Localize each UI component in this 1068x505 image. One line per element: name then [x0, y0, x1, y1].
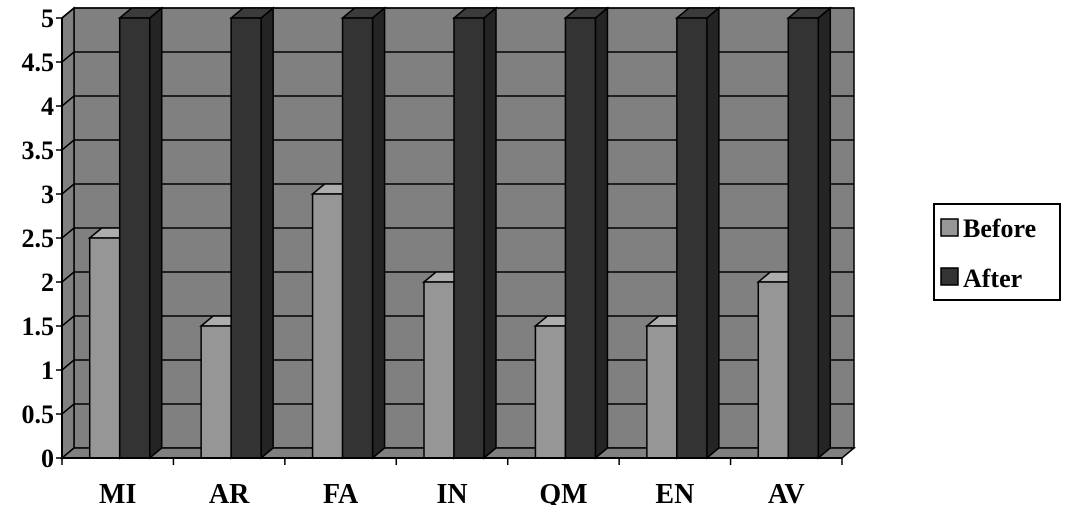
bar-after-en [676, 17, 708, 459]
gridline-side [61, 359, 75, 371]
bars [87, 6, 833, 460]
bar-after-ar-side [260, 6, 274, 460]
x-tick-label: IN [436, 479, 467, 505]
legend-label-before: Before [963, 214, 1036, 243]
gridline-side [61, 95, 75, 107]
gridline-side [61, 271, 75, 283]
bar-after-in [453, 17, 485, 459]
bar-before-en [646, 325, 678, 459]
y-tick-label: 0 [41, 444, 54, 473]
x-tick-label: FA [323, 479, 359, 505]
x-tick-label: QM [539, 479, 587, 505]
y-tick-label: 5 [41, 4, 54, 33]
x-tick-label: EN [655, 479, 694, 505]
x-tick-label: AV [768, 479, 805, 505]
y-tick-label: 3.5 [22, 136, 55, 165]
y-tick-label: 3 [41, 180, 54, 209]
gridline-side [61, 403, 75, 415]
legend: Before After [933, 203, 1061, 301]
gridline-side [61, 315, 75, 327]
legend-label-after: After [963, 264, 1022, 293]
y-tick-label: 4 [41, 92, 54, 121]
y-axis-tick-labels: 0 0.5 1 1.5 2 2.5 3 3.5 4 4.5 5 [22, 4, 55, 473]
y-tick-label: 1.5 [22, 312, 55, 341]
y-tick-label: 0.5 [22, 400, 55, 429]
legend-swatch-after [940, 267, 959, 286]
bar-after-in-side [483, 6, 497, 460]
y-tick-label: 4.5 [22, 48, 55, 77]
bar-after-av [787, 17, 820, 459]
bar-before-av [757, 281, 790, 459]
bar-after-en-side [706, 6, 720, 460]
bar-after-mi-side [148, 6, 163, 460]
gridline-side [61, 139, 75, 151]
x-tick-label: AR [209, 479, 250, 505]
bar-before-mi [88, 237, 121, 459]
gridline-side [61, 183, 75, 195]
bar-before-ar [200, 325, 232, 459]
bar-after-av-side [817, 6, 832, 460]
bar-after-qm [564, 17, 597, 459]
legend-swatch-before [940, 218, 959, 237]
x-tick-label: MI [99, 479, 136, 505]
y-tick-label: 2 [41, 268, 54, 297]
bar-after-fa-side [371, 6, 386, 460]
y-tick-label: 1 [41, 356, 54, 385]
bar-before-fa [311, 193, 344, 459]
gridline-side [61, 51, 75, 63]
axes [56, 17, 843, 465]
bar-after-mi [118, 17, 151, 459]
gridline-side [61, 7, 75, 19]
bar-after-ar [230, 17, 262, 459]
y-tick-label: 2.5 [22, 224, 55, 253]
bar-after-qm-side [594, 6, 609, 460]
gridline-side [61, 227, 75, 239]
bar-before-qm [534, 325, 567, 459]
bar-before-in [423, 281, 455, 459]
bar-after-fa [341, 17, 374, 459]
x-axis-category-labels: MI AR FA IN QM EN AV [99, 479, 805, 505]
